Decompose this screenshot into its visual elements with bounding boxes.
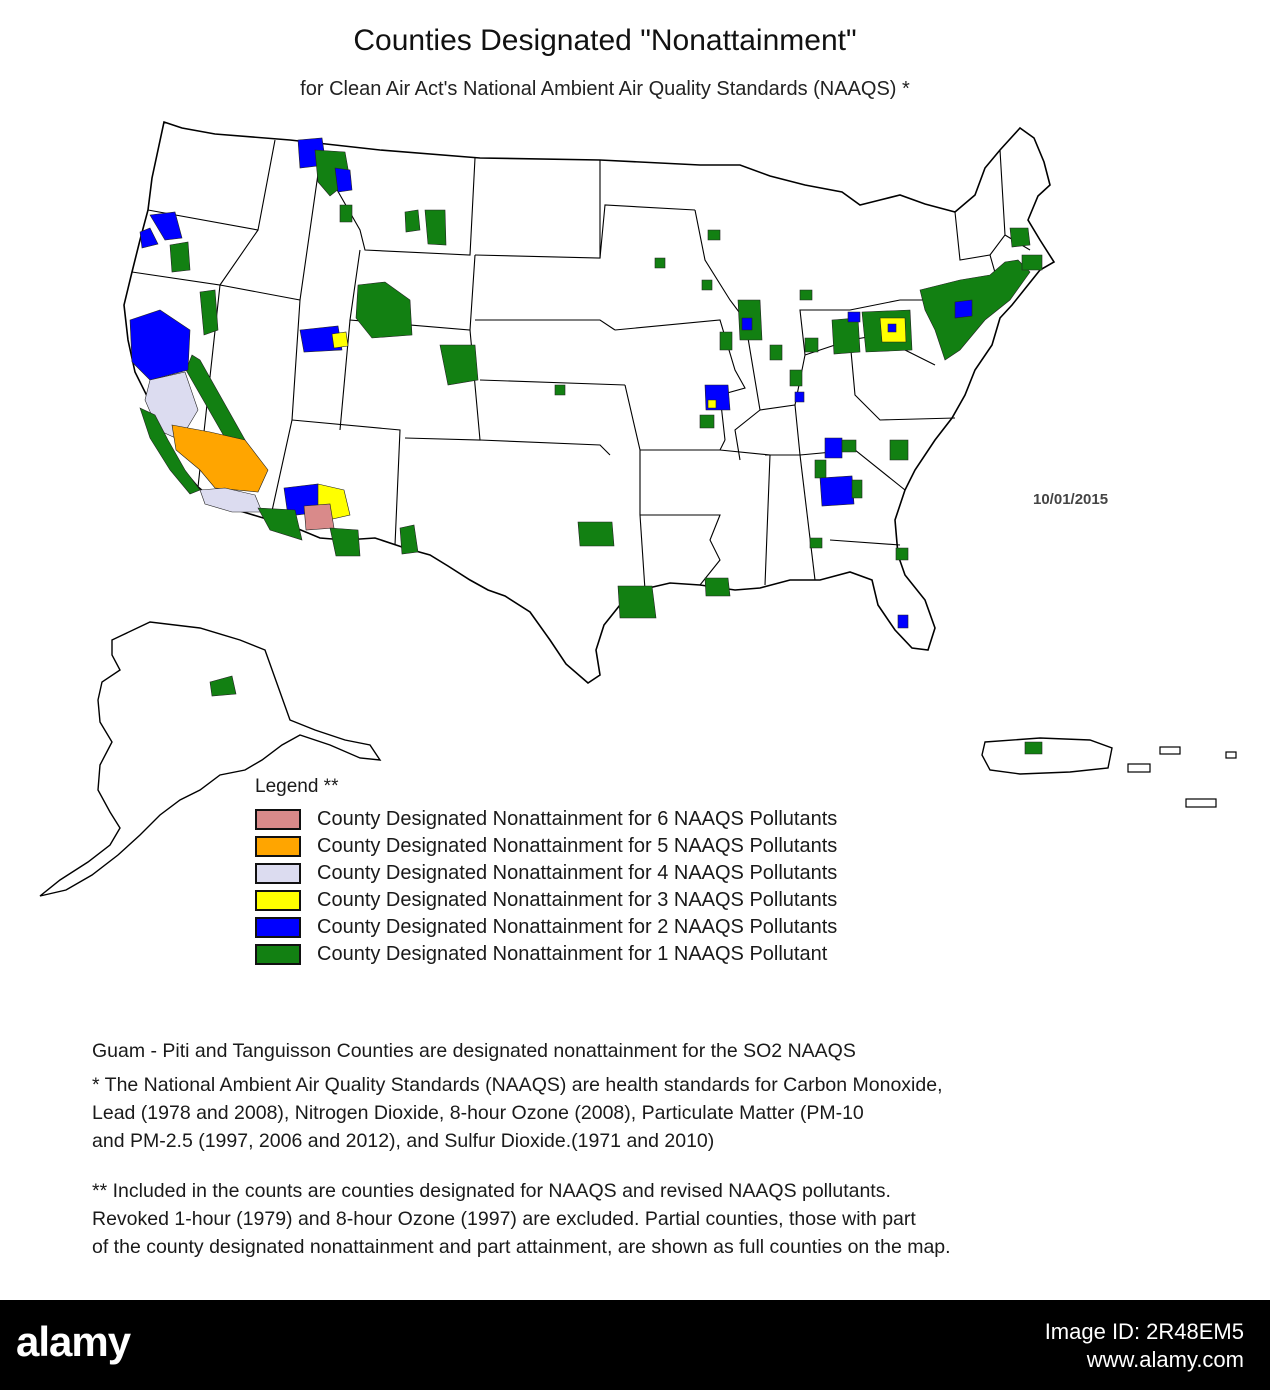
legend-swatch-2 [255, 917, 301, 938]
map-title: Counties Designated "Nonattainment" [353, 24, 857, 57]
legend-row-3: County Designated Nonattainment for 3 NA… [255, 887, 837, 914]
naaqs-note-line: and PM-2.5 (1997, 2006 and 2012), and Su… [92, 1130, 715, 1152]
watermark-footer: alamy Image ID: 2R48EM5 www.alamy.com [0, 1300, 1270, 1390]
legend: County Designated Nonattainment for 6 NA… [255, 806, 837, 968]
note-spacer [92, 1155, 1202, 1177]
puerto-rico-outline [981, 737, 1113, 775]
date-stamp: 10/01/2015 [1033, 491, 1109, 508]
brand-logo: alamy [16, 1318, 131, 1365]
legend-swatch-3 [255, 890, 301, 911]
site-url: www.alamy.com [1086, 1347, 1244, 1372]
legend-row-1: County Designated Nonattainment for 1 NA… [255, 941, 837, 968]
legend-label-2: County Designated Nonattainment for 2 NA… [317, 916, 838, 938]
nonattainment-regions [129, 137, 1043, 755]
counts-note-line: ** Included in the counts are counties d… [92, 1180, 891, 1202]
guam-note: Guam - Piti and Tanguisson Counties are … [92, 1040, 856, 1062]
nonattainment-map [39, 120, 1237, 897]
legend-label-6: County Designated Nonattainment for 6 NA… [317, 808, 838, 830]
legend-swatch-6 [255, 809, 301, 830]
legend-row-6: County Designated Nonattainment for 6 NA… [255, 806, 837, 833]
image-id: Image ID: 2R48EM5 [1044, 1319, 1244, 1344]
counts-note-line: Revoked 1-hour (1979) and 8-hour Ozone (… [92, 1208, 916, 1230]
footnotes: Guam - Piti and Tanguisson Counties are … [92, 1037, 1202, 1261]
legend-row-5: County Designated Nonattainment for 5 NA… [255, 833, 837, 860]
legend-label-3: County Designated Nonattainment for 3 NA… [317, 889, 838, 911]
map-subtitle: for Clean Air Act's National Ambient Air… [300, 78, 910, 100]
naaqs-note-line: Lead (1978 and 2008), Nitrogen Dioxide, … [92, 1102, 864, 1124]
legend-label-4: County Designated Nonattainment for 4 NA… [317, 862, 838, 884]
legend-label-1: County Designated Nonattainment for 1 NA… [317, 943, 828, 965]
puerto-rico-islands [1127, 746, 1237, 808]
legend-swatch-1 [255, 944, 301, 965]
naaqs-note-line: * The National Ambient Air Quality Stand… [92, 1074, 943, 1096]
footer-info: Image ID: 2R48EM5 www.alamy.com [1045, 1318, 1244, 1374]
conus-outline [123, 120, 1056, 685]
legend-heading: Legend ** [255, 776, 339, 797]
legend-row-4: County Designated Nonattainment for 4 NA… [255, 860, 837, 887]
legend-swatch-4 [255, 863, 301, 884]
alaska-outline [39, 621, 382, 897]
legend-label-5: County Designated Nonattainment for 5 NA… [317, 835, 838, 857]
legend-row-2: County Designated Nonattainment for 2 NA… [255, 914, 837, 941]
legend-swatch-5 [255, 836, 301, 857]
counts-note-line: of the county designated nonattainment a… [92, 1236, 951, 1258]
